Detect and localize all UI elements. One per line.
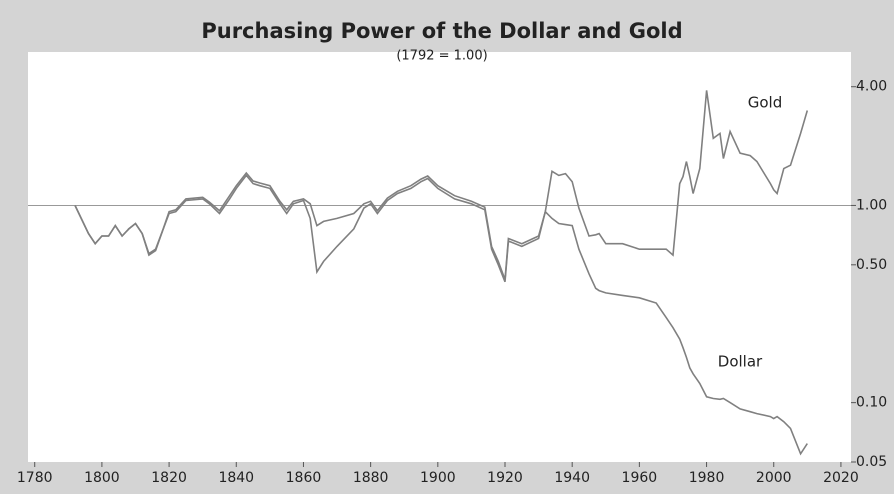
y-tick-label: 1.00 [856, 197, 887, 213]
x-tick-label: 1920 [487, 470, 523, 486]
plot-area [28, 52, 851, 462]
x-tick-label: 1860 [286, 470, 322, 486]
x-tick-label: 1880 [353, 470, 389, 486]
chart-subtitle: (1792 = 1.00) [396, 49, 487, 64]
x-tick-label: 1820 [151, 470, 187, 486]
series-label: Dollar [718, 353, 763, 371]
y-tick-label: 0.50 [856, 257, 887, 273]
y-tick-label: 0.10 [856, 395, 887, 411]
x-tick-label: 1980 [689, 470, 725, 486]
series-line [74, 90, 809, 280]
x-tick-label: 2000 [756, 470, 792, 486]
series-label: Gold [748, 94, 783, 112]
y-tick-label: 0.05 [856, 454, 887, 470]
x-tick-label: 2020 [823, 470, 859, 486]
x-tick-label: 1780 [17, 470, 53, 486]
y-tick-label: 4.00 [856, 79, 887, 95]
x-tick-label: 1840 [218, 470, 254, 486]
x-tick-label: 1960 [622, 470, 658, 486]
chart-title: Purchasing Power of the Dollar and Gold [201, 19, 682, 43]
x-tick-label: 1900 [420, 470, 456, 486]
x-tick-label: 1940 [554, 470, 590, 486]
x-tick-label: 1800 [84, 470, 120, 486]
series-line [74, 174, 808, 456]
